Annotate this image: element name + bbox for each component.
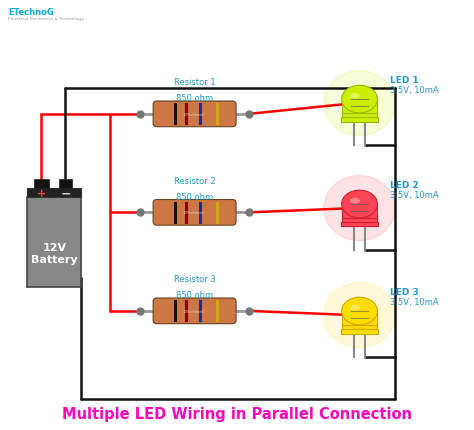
FancyBboxPatch shape <box>341 118 378 122</box>
Circle shape <box>324 176 395 241</box>
Text: 3.5V, 10mA: 3.5V, 10mA <box>390 297 439 306</box>
FancyBboxPatch shape <box>342 100 377 118</box>
Text: +: + <box>37 188 46 198</box>
FancyBboxPatch shape <box>27 188 82 198</box>
Ellipse shape <box>342 298 377 325</box>
Text: 3.5V, 10mA: 3.5V, 10mA <box>390 86 439 95</box>
Text: LED 1: LED 1 <box>390 76 419 85</box>
Text: LED 2: LED 2 <box>390 181 419 190</box>
Ellipse shape <box>342 191 377 218</box>
Text: ETechnoG: ETechnoG <box>184 113 205 117</box>
Text: 850 ohm: 850 ohm <box>176 94 213 103</box>
Text: ETechnoG: ETechnoG <box>9 8 54 17</box>
Text: ETechnoG: ETechnoG <box>184 309 205 313</box>
FancyBboxPatch shape <box>27 198 82 288</box>
Ellipse shape <box>342 86 377 114</box>
Text: 3.5V, 10mA: 3.5V, 10mA <box>390 190 439 200</box>
Circle shape <box>324 71 395 136</box>
Text: Resistor 2: Resistor 2 <box>174 176 215 185</box>
Text: −: − <box>61 187 72 200</box>
FancyBboxPatch shape <box>153 102 236 127</box>
FancyBboxPatch shape <box>341 222 378 227</box>
FancyBboxPatch shape <box>34 180 49 188</box>
Text: LED 3: LED 3 <box>390 287 419 296</box>
Circle shape <box>324 283 395 348</box>
Text: Electrical Electronics & Technology: Electrical Electronics & Technology <box>9 17 84 21</box>
FancyBboxPatch shape <box>342 311 377 329</box>
Text: ETechnoG: ETechnoG <box>184 211 205 215</box>
Ellipse shape <box>350 305 360 311</box>
FancyBboxPatch shape <box>59 180 72 188</box>
FancyBboxPatch shape <box>342 205 377 222</box>
FancyBboxPatch shape <box>341 329 378 334</box>
Text: 12V
Battery: 12V Battery <box>31 243 78 264</box>
Text: Multiple LED Wiring in Parallel Connection: Multiple LED Wiring in Parallel Connecti… <box>62 406 412 421</box>
Text: 850 ohm: 850 ohm <box>176 192 213 201</box>
FancyBboxPatch shape <box>153 298 236 324</box>
Text: Resistor 1: Resistor 1 <box>174 78 215 87</box>
Ellipse shape <box>350 198 360 204</box>
Text: Resistor 3: Resistor 3 <box>173 274 216 283</box>
Text: 850 ohm: 850 ohm <box>176 291 213 300</box>
FancyBboxPatch shape <box>153 200 236 226</box>
Ellipse shape <box>350 94 360 99</box>
